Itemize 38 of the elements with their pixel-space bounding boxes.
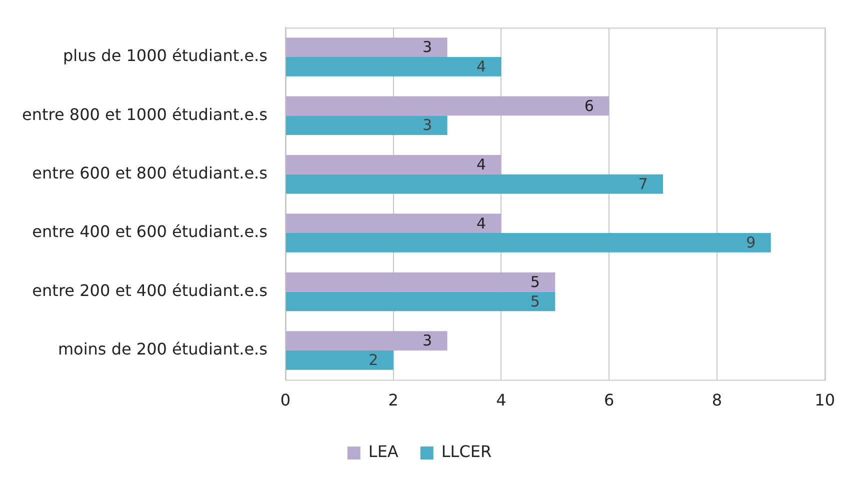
bar [286, 350, 394, 370]
data-label: 4 [476, 156, 486, 174]
y-tick-label: plus de 1000 étudiant.e.s [62, 46, 268, 66]
bar [286, 233, 771, 252]
bar [286, 272, 556, 292]
data-label: 4 [476, 58, 486, 76]
bar [286, 116, 448, 136]
bar [286, 38, 448, 57]
bar [286, 292, 556, 312]
bar [286, 214, 502, 234]
x-tick-label: 10 [814, 390, 835, 410]
data-label: 3 [422, 332, 432, 350]
x-tick-label: 8 [712, 390, 722, 410]
bar [286, 331, 448, 350]
x-tick-label: 4 [496, 390, 506, 410]
y-tick-label: entre 400 et 600 étudiant.e.s [32, 222, 268, 242]
data-label: 4 [476, 214, 486, 232]
data-label: 7 [638, 174, 648, 193]
y-tick-label: entre 800 et 1000 étudiant.e.s [22, 104, 268, 124]
x-tick-label: 2 [388, 390, 398, 410]
legend-label: LEA [368, 442, 398, 462]
y-tick-label: entre 200 et 400 étudiant.e.s [32, 280, 268, 300]
data-label: 6 [584, 96, 594, 115]
data-label: 5 [530, 272, 540, 291]
bar [286, 174, 664, 194]
y-tick-label: entre 600 et 800 étudiant.e.s [32, 164, 268, 183]
data-label: 2 [368, 351, 378, 370]
x-tick-label: 6 [604, 390, 614, 410]
bar [286, 56, 502, 76]
y-tick-label: moins de 200 étudiant.e.s [58, 340, 268, 359]
legend-label: LLCER [441, 442, 492, 462]
bar [286, 96, 610, 116]
data-label: 3 [422, 38, 432, 56]
data-label: 9 [746, 234, 756, 252]
bar [286, 154, 502, 174]
data-label: 5 [530, 292, 540, 310]
x-tick-label: 0 [280, 390, 291, 410]
data-label: 3 [422, 116, 432, 134]
